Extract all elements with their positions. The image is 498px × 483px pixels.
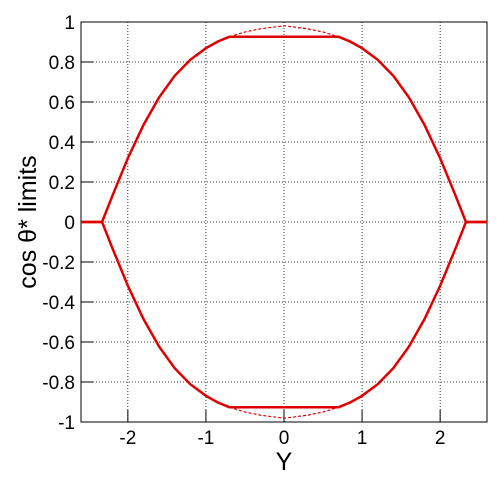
x-tick-label: 2 — [435, 428, 446, 449]
x-tick-label: -1 — [197, 428, 214, 449]
line — [229, 25, 339, 38]
y-tick-label: -0.4 — [42, 293, 75, 314]
y-tick-label: -0.2 — [42, 253, 75, 274]
y-tick-label: -1 — [58, 413, 75, 434]
x-tick-label: 0 — [279, 428, 290, 449]
y-tick-label: -0.6 — [42, 333, 75, 354]
line — [81, 35, 487, 224]
x-tick-label: 1 — [357, 428, 368, 449]
y-axis-label: cos θ* limits — [14, 155, 42, 288]
y-tick-label: 0.2 — [49, 173, 75, 194]
y-tick-label: 0.8 — [49, 53, 75, 74]
x-axis-label: Y — [276, 448, 293, 476]
y-tick-label: 1 — [64, 13, 75, 34]
y-tick-label: 0 — [64, 213, 75, 234]
x-tick-label: -2 — [119, 428, 136, 449]
line — [81, 220, 487, 409]
line — [229, 406, 339, 419]
y-tick-label: 0.4 — [49, 133, 76, 154]
y-tick-label: -0.8 — [42, 373, 75, 394]
y-tick-label: 0.6 — [49, 93, 75, 114]
